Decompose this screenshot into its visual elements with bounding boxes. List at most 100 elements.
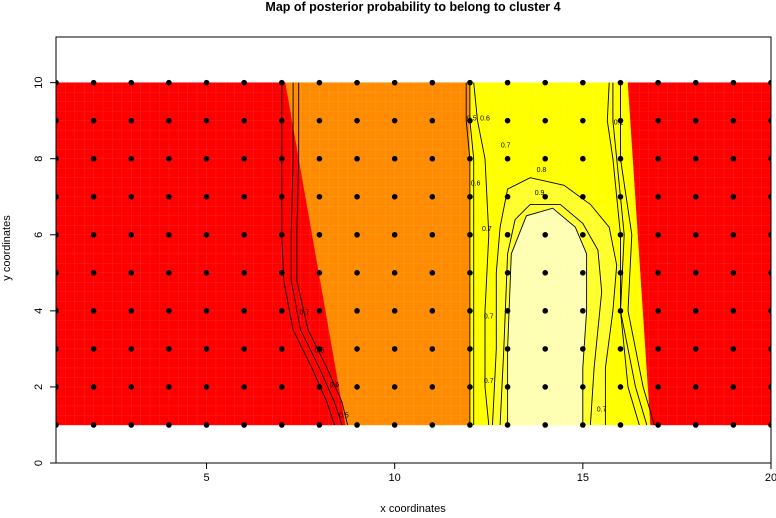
data-point	[655, 79, 661, 86]
data-point	[278, 231, 285, 238]
region-low-3	[627, 82, 771, 426]
data-point	[655, 308, 661, 314]
data-point	[203, 270, 210, 276]
data-point	[580, 270, 586, 276]
data-point	[730, 193, 737, 200]
data-point	[56, 231, 59, 238]
data-point	[391, 270, 398, 276]
data-point	[504, 270, 511, 276]
contour-label-9: 0.7	[597, 407, 607, 414]
data-point	[203, 422, 210, 428]
data-point	[316, 117, 323, 124]
chart-title: Map of posterior probability to belong t…	[265, 0, 560, 14]
data-point	[56, 270, 59, 276]
data-point	[166, 231, 172, 238]
data-point	[617, 422, 624, 428]
data-point	[203, 117, 210, 124]
contour-line-2	[296, 82, 349, 426]
data-point	[768, 155, 771, 162]
data-point	[203, 193, 210, 200]
data-point	[278, 193, 285, 200]
contour-line-6	[492, 177, 618, 426]
data-point	[241, 79, 247, 86]
data-point	[692, 422, 699, 428]
data-point	[542, 346, 549, 352]
data-point	[354, 117, 360, 124]
data-point	[580, 308, 586, 314]
data-point	[354, 384, 360, 390]
data-point	[655, 155, 661, 162]
region-core	[507, 208, 587, 425]
data-point	[203, 346, 210, 352]
data-point	[617, 308, 624, 314]
data-point	[278, 346, 285, 352]
data-point	[730, 384, 737, 390]
data-point	[504, 422, 511, 428]
data-point	[391, 231, 398, 238]
x-axis: 5 10 15 20	[203, 463, 776, 484]
data-point	[730, 155, 737, 162]
y-tick-label: 10	[33, 77, 45, 89]
data-point	[504, 384, 511, 390]
contour-line-0	[281, 82, 335, 426]
data-point	[580, 193, 586, 200]
data-point	[617, 155, 624, 162]
data-point	[56, 117, 59, 124]
data-point	[354, 231, 360, 238]
contour-label-5: 0.7	[484, 313, 494, 320]
data-point	[730, 270, 737, 276]
y-tick-label: 2	[33, 384, 45, 390]
region-transition	[492, 177, 617, 425]
data-point	[542, 384, 549, 390]
data-point	[354, 155, 360, 162]
data-point	[429, 422, 436, 428]
data-point	[504, 231, 511, 238]
data-point	[467, 422, 473, 428]
data-point	[90, 117, 97, 124]
contour-label-10: 0.1	[614, 119, 624, 126]
data-point	[655, 193, 661, 200]
plot-area: 0.50.60.60.70.70.70.70.80.90.70.10.70.60…	[56, 79, 771, 428]
data-point	[128, 155, 135, 162]
contour-label-1: 0.6	[480, 116, 490, 123]
y-axis: 0 2 4 6 8 10	[33, 77, 56, 466]
data-point	[655, 270, 661, 276]
data-point	[128, 270, 135, 276]
data-point	[128, 308, 135, 314]
data-point	[316, 270, 323, 276]
data-point	[166, 79, 172, 86]
contour-label-11: 0.7	[300, 310, 310, 317]
data-point	[467, 155, 473, 162]
data-point	[128, 422, 135, 428]
data-point	[56, 308, 59, 314]
data-point	[203, 155, 210, 162]
data-point	[692, 117, 699, 124]
x-tick-label: 5	[203, 472, 209, 484]
data-point	[128, 117, 135, 124]
data-point	[768, 308, 771, 314]
data-point	[166, 346, 172, 352]
contour-line-8	[507, 207, 588, 425]
x-tick-label: 15	[577, 472, 589, 484]
data-point	[730, 308, 737, 314]
data-point	[580, 155, 586, 162]
data-point	[278, 384, 285, 390]
data-point	[617, 346, 624, 352]
data-point	[768, 422, 771, 428]
data-point	[166, 384, 172, 390]
data-point	[316, 231, 323, 238]
data-point	[391, 422, 398, 428]
data-point	[467, 231, 473, 238]
data-point	[241, 422, 247, 428]
data-point	[692, 231, 699, 238]
data-point	[467, 193, 473, 200]
y-tick-label: 8	[33, 156, 45, 162]
data-point	[166, 270, 172, 276]
data-point	[730, 79, 737, 86]
data-point	[542, 308, 549, 314]
data-point	[90, 79, 97, 86]
data-point	[768, 384, 771, 390]
data-point	[692, 384, 699, 390]
contour-line-10	[612, 82, 648, 426]
data-point	[542, 193, 549, 200]
